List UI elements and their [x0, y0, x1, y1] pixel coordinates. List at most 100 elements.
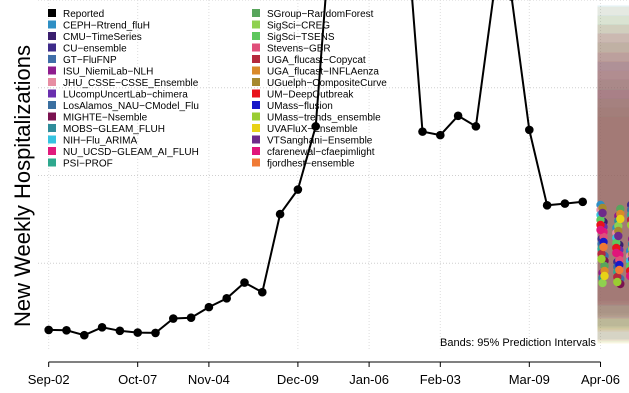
- forecast-points: [596, 200, 629, 289]
- legend-label-b-7: UM−DeepOutbreak: [267, 90, 354, 101]
- legend-label-b-1: SigSci−CREG: [267, 21, 330, 32]
- legend-label-a-13: PSI−PROF: [63, 159, 113, 170]
- legend-swatch-b-1: [252, 20, 260, 29]
- legend-label-b-8: UMass−flusion: [267, 101, 333, 112]
- observed-point-0: [44, 325, 53, 335]
- forecast-point-23-0: [600, 271, 609, 281]
- x-tick-label-3: Dec-09: [277, 372, 319, 387]
- observed-point-2: [79, 330, 89, 340]
- legend-label-a-7: LUcompUncertLab−chimera: [63, 90, 188, 101]
- y-axis-label: New Weekly Hospitalizations: [10, 45, 35, 327]
- legend-swatch-a-11: [48, 135, 56, 144]
- x-tick-label-0: Sep-02: [28, 372, 70, 387]
- legend-label-a-12: NU_UCSD−GLEAM_AI_FLUH: [63, 147, 199, 158]
- legend-label-a-9: MIGHTE−Nsemble: [63, 113, 148, 124]
- legend-label-b-11: VTSanghani−Ensemble: [267, 136, 373, 147]
- legend-label-b-6: UGuelph−CompositeCurve: [267, 78, 387, 89]
- x-tick-label-2: Nov-04: [188, 372, 230, 387]
- observed-point-4: [115, 326, 125, 336]
- observed-point-6: [151, 328, 160, 338]
- legend-swatch-b-7: [252, 89, 260, 98]
- legend-swatch-b-0: [252, 9, 260, 17]
- legend-label-b-0: SGroup−RandomForest: [267, 9, 374, 20]
- legend-swatch-b-12: [252, 147, 260, 155]
- forecast-point-25-2: [625, 271, 629, 281]
- observed-point-3: [97, 323, 107, 332]
- forecast-point-26-1: [615, 265, 624, 275]
- observed-point-23: [453, 111, 463, 121]
- x-axis: Sep-02 Oct-07 Nov-04 Dec-09 Jan-06 Feb-03 Mar-…: [28, 361, 620, 387]
- x-tick-label-6: Mar-09: [509, 372, 550, 387]
- bands-note: Bands: 95% Prediction Intervals: [440, 337, 596, 349]
- grid: [38, 0, 629, 351]
- observed-point-11: [240, 278, 249, 287]
- observed-point-9: [204, 302, 214, 312]
- legend-swatch-b-10: [252, 124, 260, 132]
- legend-label-a-0: Reported: [63, 9, 104, 20]
- legend-label-b-12: cfarenewal−cfaepimlight: [267, 147, 375, 158]
- legend-label-a-2: CMU−TimeSeries: [63, 32, 142, 43]
- forecast-point-22-2: [626, 221, 629, 229]
- legend-label-a-5: ISU_NiemiLab−NLH: [63, 67, 153, 78]
- legend-label-b-13: fjordhest−ensemble: [267, 159, 355, 170]
- observed-point-5: [133, 328, 142, 337]
- legend-swatch-b-3: [252, 43, 260, 52]
- legend-swatch-b-13: [252, 158, 260, 167]
- legend-label-b-3: Stevens−GBR: [267, 44, 331, 55]
- legend-swatch-a-7: [48, 89, 56, 98]
- legend-label-a-8: LosAlamos_NAU−CModel_Flu: [63, 101, 199, 112]
- legend-swatch-b-4: [252, 55, 260, 63]
- observed-point-22: [436, 130, 445, 140]
- forecast-point-25-1: [612, 248, 621, 258]
- x-tick-label-4: Jan-06: [349, 372, 389, 387]
- legend-label-a-1: CEPH−Rtrend_fluH: [63, 21, 150, 32]
- legend-swatch-b-5: [252, 66, 260, 75]
- legend-label-b-2: SigSci−TSENS: [267, 32, 335, 43]
- legend-swatch-a-12: [48, 147, 56, 155]
- legend-swatch-a-9: [48, 112, 56, 121]
- observed-point-29: [560, 199, 570, 208]
- legend-swatch-b-2: [252, 32, 260, 40]
- forecast-point-25-0: [596, 225, 605, 235]
- legend-swatch-a-1: [48, 20, 56, 29]
- forecast-point-26-0: [599, 242, 608, 252]
- forecast-point-24-1: [614, 231, 623, 241]
- legend-swatch-b-8: [252, 101, 260, 109]
- forecast-point-22-0: [597, 254, 606, 264]
- forecast-point-22-1: [613, 277, 622, 287]
- legend-swatch-b-9: [252, 112, 260, 121]
- observed-series: [44, 0, 588, 340]
- prediction-bands: [597, 5, 629, 344]
- x-tick-label-5: Feb-03: [420, 372, 461, 387]
- x-tick-label-7: Apr-06: [581, 372, 620, 387]
- observed-point-28: [542, 201, 552, 210]
- observed-point-12: [257, 287, 267, 297]
- legend: ReportedCEPH−Rtrend_fluHCMU−TimeSeriesCU…: [48, 9, 387, 170]
- observed-point-1: [62, 325, 71, 335]
- observed-point-21: [418, 127, 427, 136]
- observed-point-30: [578, 197, 588, 207]
- legend-swatch-a-4: [48, 55, 56, 63]
- forecast-point-23-1: [616, 214, 625, 224]
- x-tick-label-1: Oct-07: [118, 372, 157, 387]
- legend-swatch-a-10: [48, 124, 56, 132]
- legend-label-a-11: NIH−Flu_ARIMA: [63, 136, 138, 147]
- legend-label-a-6: JHU_CSSE−CSSE_Ensemble: [63, 78, 199, 89]
- observed-point-13: [275, 209, 285, 219]
- legend-swatch-a-0: [48, 9, 56, 17]
- observed-point-7: [168, 314, 178, 323]
- forecast-point-24-0: [598, 208, 607, 218]
- legend-swatch-a-2: [48, 32, 56, 40]
- legend-swatch-a-6: [48, 78, 56, 86]
- legend-label-b-9: UMass−trends_ensemble: [267, 113, 381, 124]
- legend-label-b-10: UVAFluX−Ensemble: [267, 124, 358, 135]
- legend-label-a-4: GT−FluFNP: [63, 55, 117, 66]
- observed-point-26: [509, 0, 514, 1]
- legend-label-b-4: UGA_flucast−Copycat: [267, 55, 366, 66]
- observed-point-27: [525, 125, 534, 135]
- observed-point-15: [311, 122, 320, 131]
- legend-swatch-b-6: [252, 78, 260, 86]
- legend-swatch-a-3: [48, 43, 56, 52]
- forecast-point-14-0: [598, 278, 607, 288]
